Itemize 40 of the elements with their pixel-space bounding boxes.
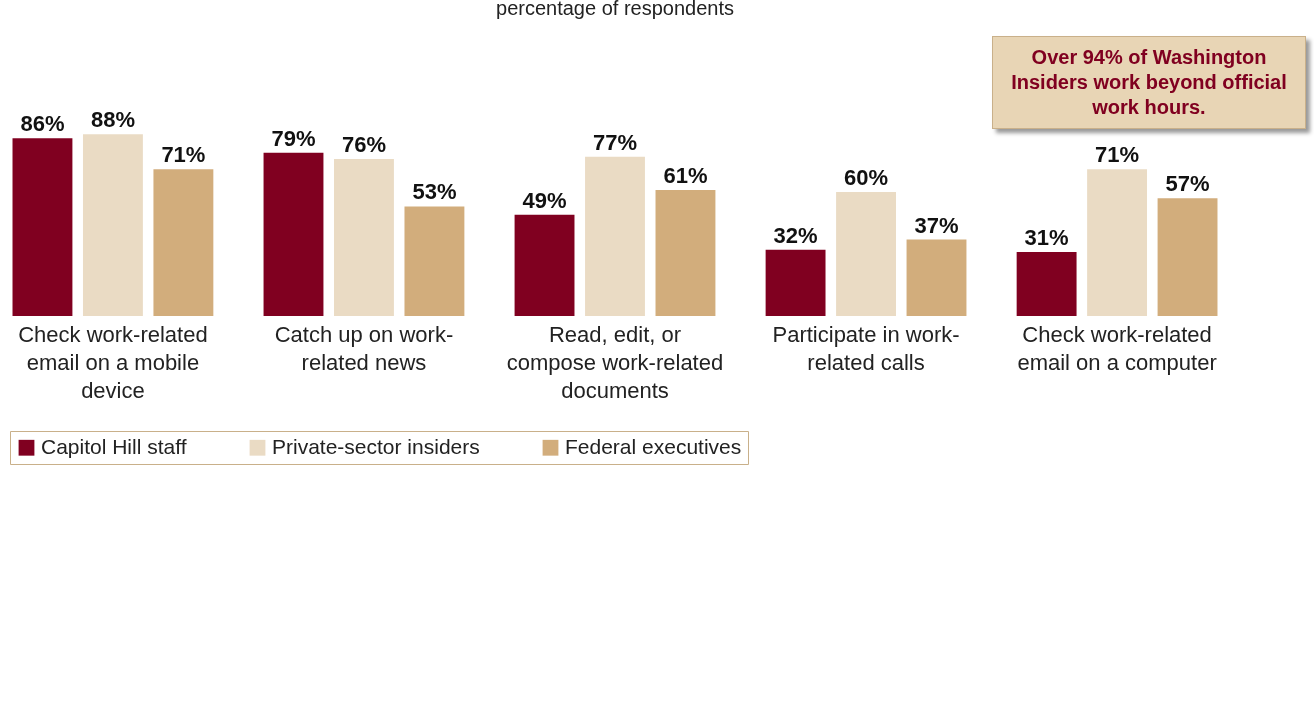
text: Over 94% of Washington Insiders work beyond official work hours. (992, 36, 1306, 129)
data-label: 77% (592, 129, 638, 155)
data-label: 37% (914, 212, 959, 238)
bar (82, 134, 143, 316)
x-tick-label: Check work-related email on a computer (1017, 321, 1217, 375)
bar (836, 192, 896, 316)
data-label: 49% (522, 187, 567, 213)
chart-title: percentage of respondents (496, 0, 734, 20)
data-label: 71% (1095, 142, 1140, 168)
bar (404, 206, 465, 316)
data-label: 32% (773, 222, 818, 248)
x-tick-label: Read, edit, or compose work-related documents (506, 321, 724, 403)
data-label: 79% (271, 125, 316, 151)
data-label: 61% (663, 162, 708, 188)
bar (906, 239, 967, 316)
bar (334, 158, 394, 316)
bar (585, 156, 645, 316)
legend-label: Private-sector insiders (272, 434, 480, 458)
data-label: 31% (1024, 224, 1069, 250)
data-label: 76% (341, 131, 386, 157)
data-label: 88% (90, 107, 135, 133)
legend-label: Federal executives (565, 434, 742, 458)
data-label: 71% (161, 142, 206, 168)
x-tick-label: Check work-related email on a mobile device (18, 321, 208, 403)
data-label: 57% (1165, 171, 1210, 197)
data-label: 86% (20, 111, 65, 137)
data-label: 53% (412, 179, 457, 205)
bar (12, 138, 73, 316)
x-tick-label: Catch up on work-related news (274, 321, 454, 375)
data-label: 60% (844, 165, 889, 190)
bar (153, 169, 214, 316)
legend-label: Capitol Hill staff (41, 434, 187, 458)
bar (765, 249, 826, 316)
bar (1157, 198, 1218, 316)
bar (655, 189, 716, 316)
bar (263, 152, 324, 316)
bar (1087, 169, 1148, 316)
x-tick-label: Participate in work-related calls (772, 321, 960, 375)
bar (1016, 251, 1077, 316)
bar (514, 214, 575, 316)
